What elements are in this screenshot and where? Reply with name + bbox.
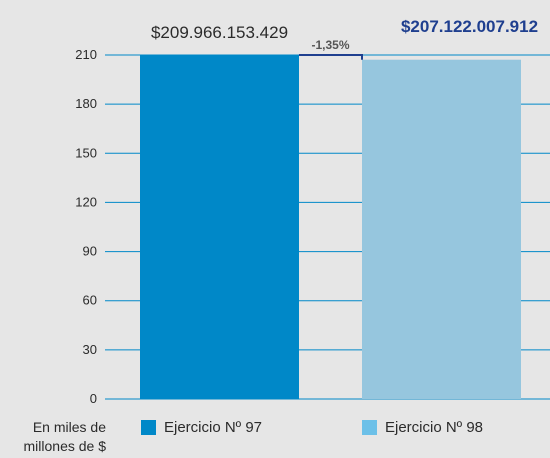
y-tick-label-90: 90 <box>83 244 97 259</box>
legend-label-ejercicio-97: Ejercicio Nº 97 <box>164 419 263 436</box>
change-bracket <box>299 54 363 60</box>
legend-item-ejercicio-98: Ejercicio Nº 98 <box>362 419 483 436</box>
value-label-ejercicio-97: $209.966.153.429 <box>151 23 288 42</box>
bar-ejercicio-98 <box>362 59 521 400</box>
y-tick-label-30: 30 <box>83 342 97 357</box>
y-tick-label-60: 60 <box>83 293 97 308</box>
y-tick-label-150: 150 <box>75 145 97 160</box>
legend-item-ejercicio-97: Ejercicio Nº 97 <box>141 419 262 436</box>
legend-swatch-ejercicio-98 <box>362 420 377 435</box>
y-tick-label-180: 180 <box>75 96 97 111</box>
y-tick-label-120: 120 <box>75 194 97 209</box>
unit-label: En miles de millones de $ <box>23 419 107 454</box>
legend-swatch-ejercicio-97 <box>141 420 156 435</box>
bar-ejercicio-97 <box>140 55 299 399</box>
value-label-ejercicio-98: $207.122.007.912 <box>401 17 538 36</box>
y-tick-label-210: 210 <box>75 47 97 62</box>
y-tick-label-0: 0 <box>90 391 97 406</box>
change-percent-label: -1,35% <box>311 38 349 52</box>
legend-label-ejercicio-98: Ejercicio Nº 98 <box>385 419 484 436</box>
